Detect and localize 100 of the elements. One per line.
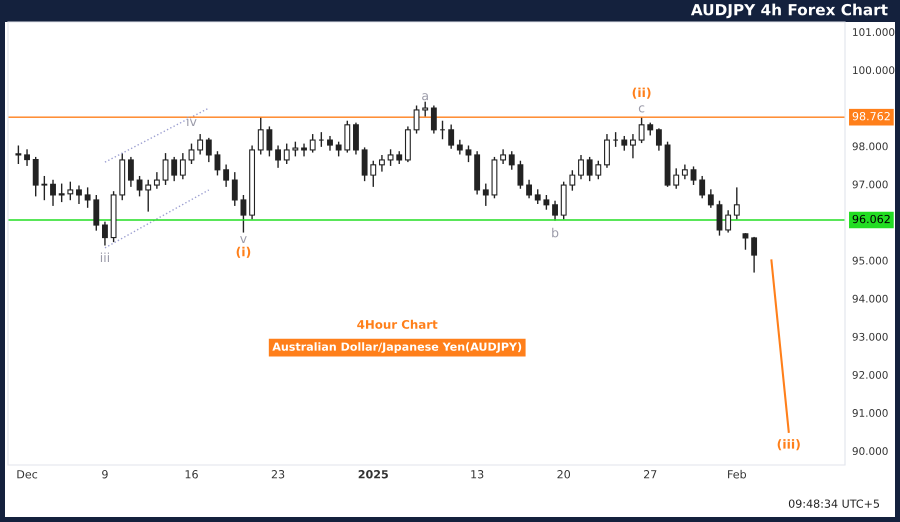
candlestick	[50, 180, 56, 206]
y-tick-label: 92.000	[852, 370, 888, 379]
candlestick	[440, 120, 446, 140]
candlestick	[197, 134, 204, 154]
candlestick	[430, 105, 437, 134]
annotation: Australian Dollar/Japanese Yen(AUDJPY)	[272, 342, 522, 353]
candlestick	[682, 164, 688, 180]
candlestick	[388, 149, 394, 166]
candlestick	[15, 145, 22, 164]
candlestick	[102, 222, 108, 246]
candlestick	[180, 153, 186, 180]
chart-title: AUDJPY 4h Forex Chart	[690, 4, 888, 18]
candlestick	[171, 156, 178, 182]
candlestick	[673, 168, 680, 189]
candlestick	[414, 105, 420, 134]
candlestick	[612, 132, 619, 147]
y-tick-label: 101.000	[853, 28, 894, 36]
x-tick-label: 20	[557, 470, 570, 478]
candlestick	[206, 138, 212, 162]
candlestick	[708, 189, 714, 208]
x-tick-label: 27	[644, 470, 656, 478]
y-tick-label: 93.000	[852, 332, 888, 341]
candlestick	[500, 149, 506, 164]
x-tick-label: 13	[471, 470, 484, 478]
candlestick	[552, 200, 558, 221]
candlestick	[725, 210, 732, 233]
candlestick	[508, 151, 515, 170]
candlestick	[742, 233, 748, 250]
candlestick	[621, 136, 628, 151]
x-tick-label: 2025	[358, 470, 388, 478]
candlestick	[318, 132, 324, 147]
candlestick	[456, 140, 463, 154]
candlestick	[699, 176, 706, 198]
candlestick	[482, 184, 489, 206]
candlestick	[370, 160, 376, 187]
y-tick-label: 90.000	[852, 447, 888, 456]
candlestick	[128, 156, 134, 187]
annotation: (i)	[236, 246, 250, 258]
candlestick	[232, 172, 238, 206]
candlestick	[543, 195, 550, 210]
candlestick	[422, 102, 428, 116]
candlestick	[214, 151, 220, 176]
candlestick	[67, 182, 74, 200]
y-tick-label: 95.000	[852, 256, 888, 265]
candlestick	[586, 156, 593, 182]
y-tick-label: 94.000	[852, 294, 888, 303]
annotation: iii	[100, 252, 109, 262]
candlestick	[647, 122, 654, 136]
annotation: v	[240, 236, 247, 243]
x-tick-label: 16	[186, 470, 198, 478]
x-tick-label: 23	[272, 470, 284, 478]
y-tick-label: 98.000	[852, 142, 888, 150]
candlestick	[292, 142, 298, 156]
candlestick	[266, 126, 272, 156]
candlestick	[448, 124, 454, 149]
text: 09:48:34 UTC+5	[788, 499, 880, 508]
candlestick	[517, 160, 524, 189]
candlestick	[336, 142, 342, 156]
candlestick	[188, 144, 194, 164]
candlestick	[751, 236, 758, 273]
candlestick	[534, 189, 541, 204]
x-tick-label: 9	[102, 470, 108, 478]
annotation: b	[552, 228, 558, 238]
y-tick-label: 97.000	[852, 180, 888, 188]
candlestick	[76, 185, 82, 204]
candlestick	[378, 155, 385, 172]
candlestick	[595, 160, 602, 180]
candlestick	[301, 144, 307, 156]
candlestick	[656, 128, 662, 151]
candlestick	[638, 117, 645, 144]
candlestick	[58, 184, 65, 202]
candlestick	[136, 176, 142, 196]
y-tick-label: 100.000	[853, 66, 894, 74]
annotation: iv	[187, 116, 197, 126]
candlestick	[630, 134, 636, 158]
candlestick	[466, 145, 472, 162]
candlestick	[84, 187, 91, 208]
candlestick	[690, 166, 696, 185]
candlestick	[162, 153, 168, 185]
ref-line-label: 98.762	[852, 112, 890, 120]
candlestick	[275, 145, 281, 168]
candlestick	[327, 136, 333, 151]
candlestick	[223, 164, 230, 187]
candlestick	[145, 180, 152, 212]
candlestick	[240, 195, 246, 233]
x-tick-label: Feb	[728, 470, 746, 478]
candlestick	[154, 172, 160, 189]
candlestick	[396, 151, 402, 164]
annotation: c	[638, 105, 644, 112]
candlestick	[578, 155, 584, 180]
candlestick	[310, 134, 316, 153]
candlestick	[284, 144, 290, 164]
candlestick	[526, 180, 532, 198]
candlestick	[569, 170, 576, 191]
y-tick-label: 91.000	[852, 409, 888, 417]
annotation: (ii)	[632, 88, 651, 99]
annotation: (iii)	[778, 439, 800, 450]
candlestick	[258, 117, 264, 154]
text: 4Hour Chart	[357, 320, 438, 329]
x-tick-label: Dec	[17, 470, 38, 478]
